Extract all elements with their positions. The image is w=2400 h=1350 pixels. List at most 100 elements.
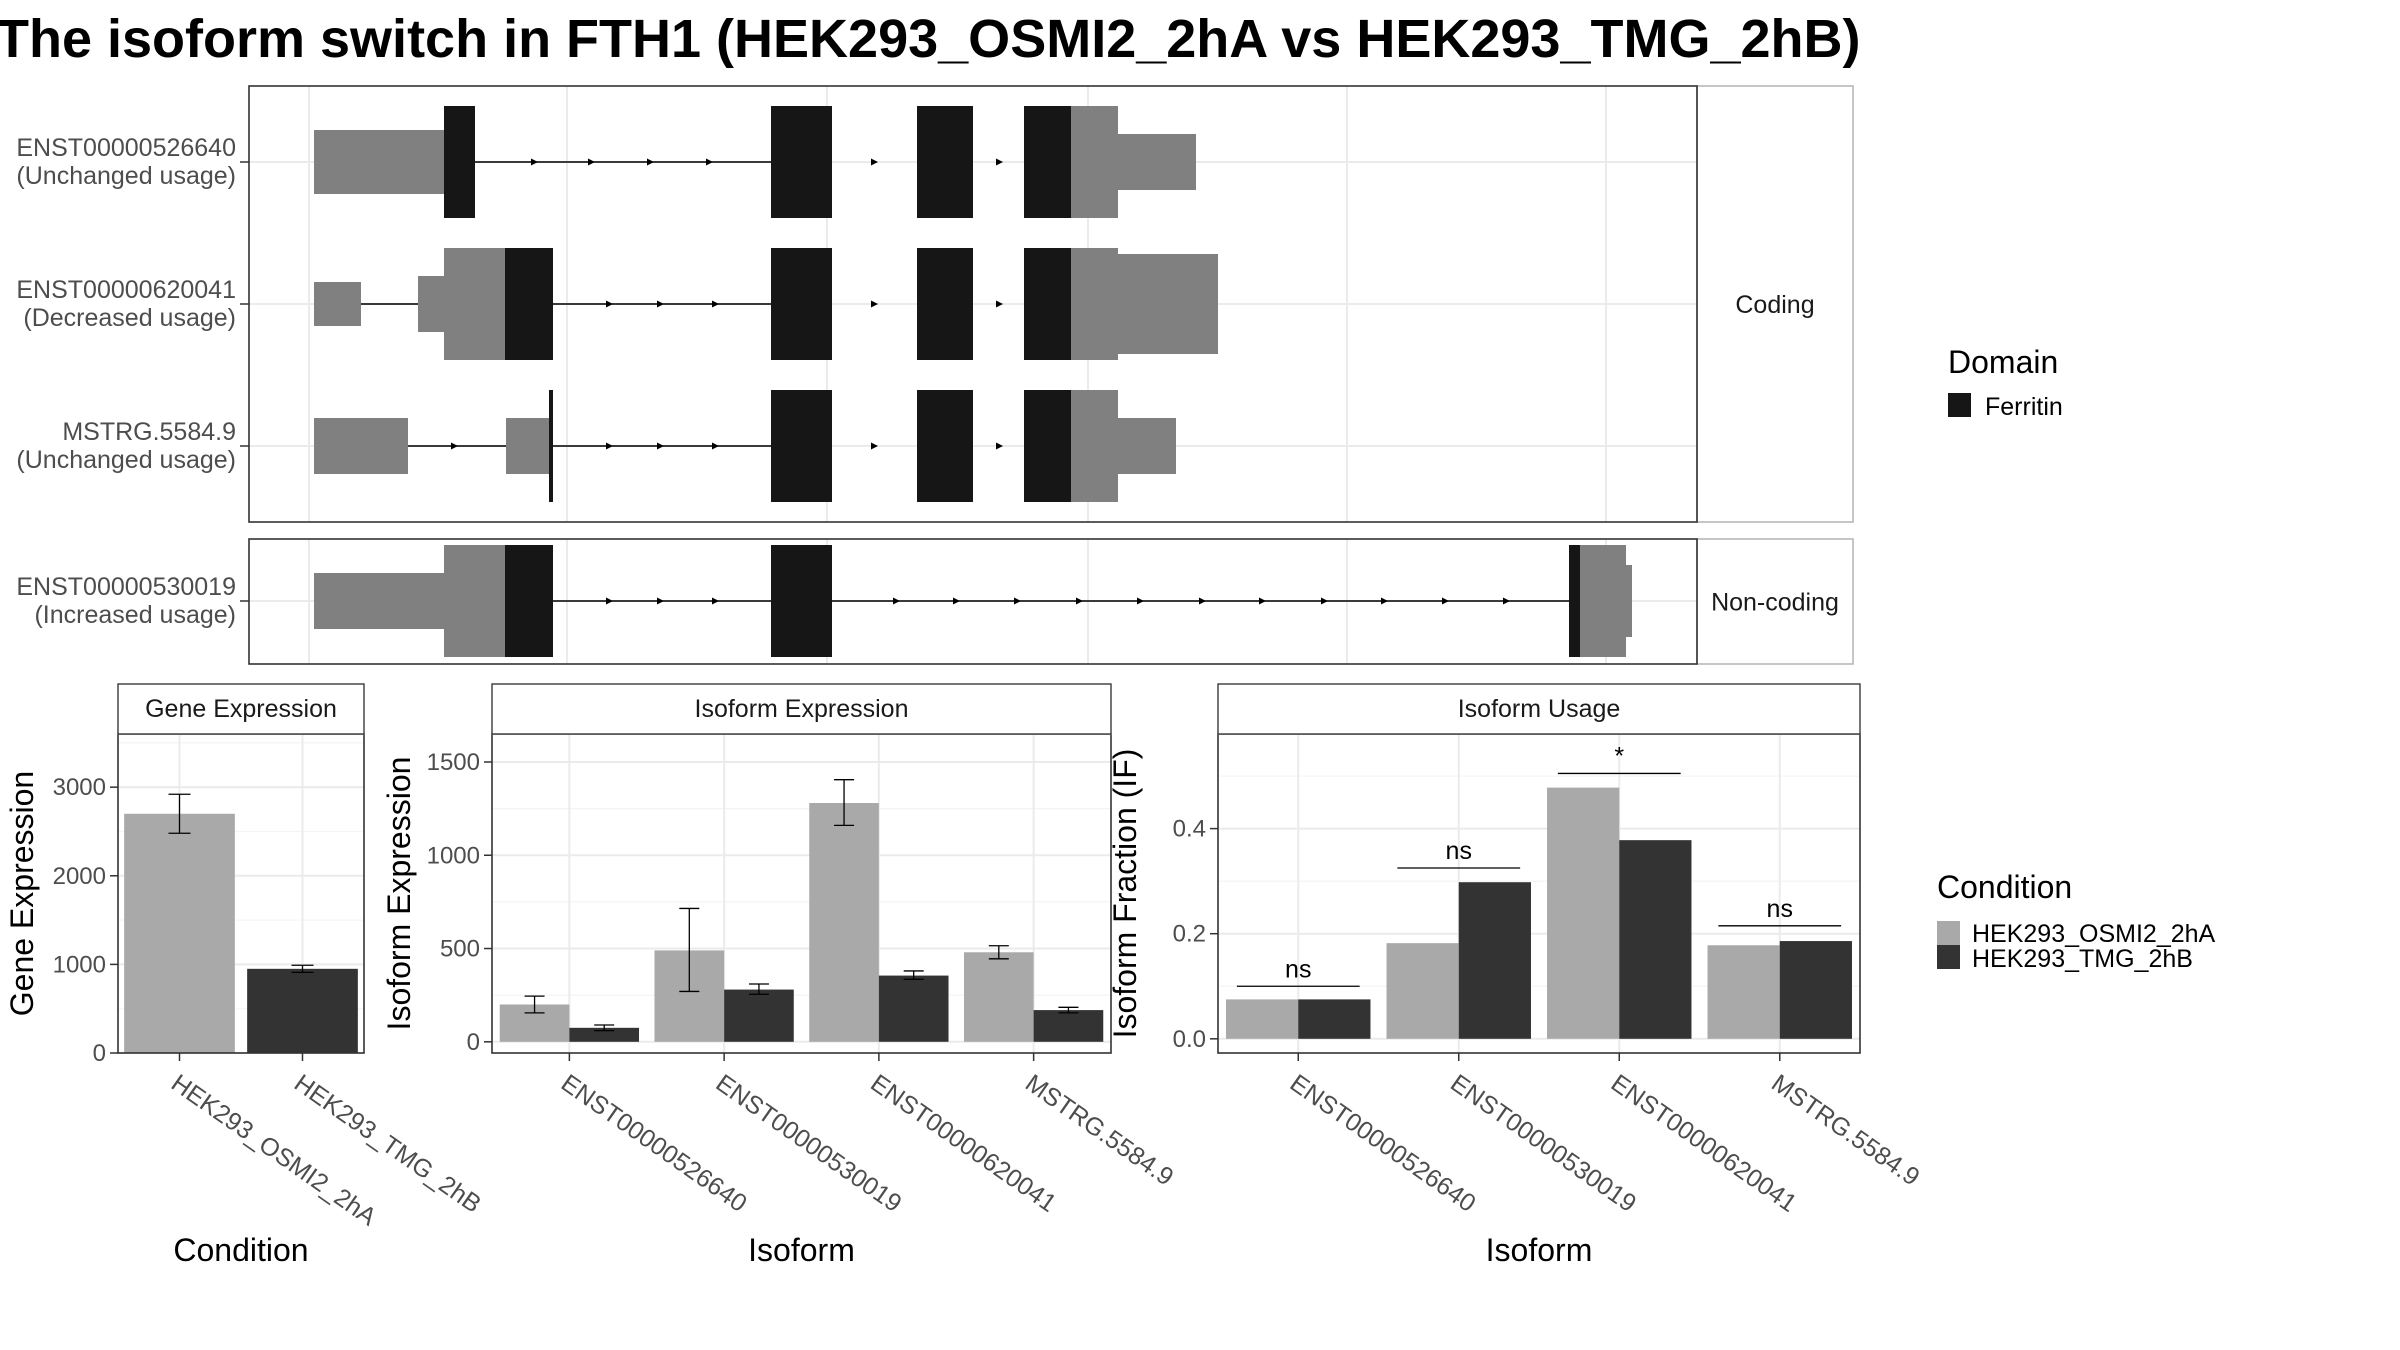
y-tick-label: 0.4 — [1173, 816, 1206, 843]
utr-exon-block — [1118, 418, 1176, 474]
transcript-usage-label: (Unchanged usage) — [16, 446, 236, 474]
utr-exon-block — [314, 282, 361, 326]
x-axis-title: Condition — [173, 1232, 308, 1268]
bar — [569, 1027, 640, 1042]
chart-strip-border — [1217, 683, 1861, 735]
transcript-usage-label: (Increased usage) — [34, 601, 236, 629]
utr-exon-block — [1580, 545, 1626, 657]
x-tick-label: HEK293_OSMI2_2hA — [166, 1069, 382, 1232]
transcript-track: ENST00000620041(Decreased usage) — [16, 248, 1218, 360]
legend-key-condition-a — [1937, 921, 1960, 945]
intron-arrow — [531, 158, 538, 166]
ferritin-domain-block — [917, 390, 973, 502]
y-tick-label: 500 — [440, 936, 480, 963]
y-tick-label: 0 — [467, 1029, 480, 1056]
bar — [1779, 941, 1852, 1039]
figure-title: The isoform switch in FTH1 (HEK293_OSMI2… — [0, 9, 1861, 69]
ferritin-domain-block — [917, 106, 973, 218]
y-tick-label: 1000 — [53, 951, 106, 978]
bar-chart-isoform-expression: Isoform Expression050010001500ENST000005… — [381, 683, 1179, 1268]
transcript-id-label: ENST00000530019 — [16, 573, 236, 601]
intron-arrow — [1199, 597, 1206, 605]
bar — [1547, 787, 1620, 1039]
transcript-usage-label: (Decreased usage) — [23, 304, 236, 332]
intron-arrow — [893, 597, 900, 605]
significance-label: ns — [1285, 955, 1311, 983]
y-tick-label: 3000 — [53, 774, 106, 801]
utr-exon-block — [418, 276, 444, 332]
intron-arrow — [1442, 597, 1449, 605]
utr-exon-block — [1071, 390, 1118, 502]
legend-label: HEK293_OSMI2_2hA — [1972, 920, 2216, 948]
intron-arrow — [706, 158, 713, 166]
legend-label: Ferritin — [1985, 393, 2063, 421]
bar — [878, 975, 949, 1042]
transcript-id-label: ENST00000620041 — [16, 276, 236, 304]
utr-exon-block — [1626, 565, 1632, 637]
ferritin-domain-block — [917, 248, 973, 360]
bar — [1226, 999, 1299, 1039]
transcript-track: MSTRG.5584.9(Unchanged usage) — [16, 390, 1176, 502]
utr-exon-block — [1118, 254, 1218, 354]
ferritin-domain-block — [1569, 545, 1580, 657]
transcript-structure-plot: CodingNon-codingENST00000526640(Unchange… — [16, 85, 1854, 665]
chart-strip-border — [491, 683, 1112, 735]
x-tick-label: MSTRG.5584.9 — [1020, 1069, 1178, 1192]
ferritin-domain-block — [1024, 106, 1071, 218]
facet-label: Coding — [1735, 291, 1814, 319]
utr-exon-block — [444, 248, 505, 360]
bar — [1033, 1010, 1104, 1042]
chart-title: Isoform Expression — [695, 695, 909, 723]
intron-arrow — [657, 597, 664, 605]
intron-arrow — [1137, 597, 1144, 605]
intron-arrow — [647, 158, 654, 166]
legend-key-ferritin — [1948, 393, 1971, 417]
ferritin-domain-block — [549, 390, 553, 502]
ferritin-domain-block — [771, 248, 832, 360]
intron-arrow — [996, 300, 1003, 308]
transcript-track: ENST00000530019(Increased usage) — [16, 545, 1632, 657]
legend-label: HEK293_TMG_2hB — [1972, 945, 2193, 973]
chart-strip-border — [117, 683, 365, 735]
bar — [247, 968, 358, 1053]
legend-title: Condition — [1937, 869, 2072, 905]
intron-arrow — [712, 597, 719, 605]
x-axis-title: Isoform — [1486, 1232, 1593, 1268]
panel-border — [248, 538, 1698, 665]
utr-exon-block — [1071, 106, 1118, 218]
intron-arrow — [451, 442, 458, 450]
intron-arrow — [606, 300, 613, 308]
ferritin-domain-block — [505, 545, 553, 657]
facet-strip — [1696, 538, 1854, 665]
intron-arrow — [712, 442, 719, 450]
intron-arrow — [871, 158, 878, 166]
intron-arrow — [996, 442, 1003, 450]
y-tick-label: 2000 — [53, 863, 106, 890]
significance-label: ns — [1446, 837, 1472, 865]
intron-arrow — [1259, 597, 1266, 605]
utr-exon-block — [444, 545, 505, 657]
significance-label: ns — [1767, 895, 1793, 923]
utr-exon-block — [314, 130, 444, 194]
legend-key-condition-b — [1937, 945, 1960, 969]
y-tick-label: 0.0 — [1173, 1026, 1206, 1053]
significance-label: * — [1614, 742, 1624, 770]
y-tick-label: 0.2 — [1173, 921, 1206, 948]
ferritin-domain-block — [1024, 248, 1071, 360]
transcript-track: ENST00000526640(Unchanged usage) — [16, 106, 1196, 218]
intron-arrow — [1381, 597, 1388, 605]
intron-arrow — [712, 300, 719, 308]
ferritin-domain-block — [771, 390, 832, 502]
intron-arrow — [953, 597, 960, 605]
transcript-usage-label: (Unchanged usage) — [16, 162, 236, 190]
ferritin-domain-block — [444, 106, 472, 218]
y-tick-label: 1500 — [427, 749, 480, 776]
intron-arrow — [1014, 597, 1021, 605]
ferritin-domain-block — [771, 545, 832, 657]
intron-arrow — [1321, 597, 1328, 605]
ferritin-domain-block — [771, 106, 832, 218]
intron-arrow — [996, 158, 1003, 166]
